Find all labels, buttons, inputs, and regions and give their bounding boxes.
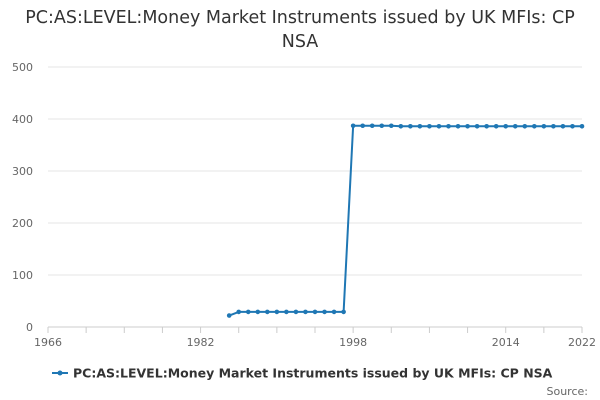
data-point xyxy=(398,123,404,129)
legend-marker[interactable] xyxy=(57,370,63,376)
y-tick-label: 500 xyxy=(12,61,33,74)
data-point xyxy=(388,123,394,129)
data-point xyxy=(226,313,232,318)
x-tick-label: 2022 xyxy=(568,336,596,349)
data-point xyxy=(503,123,509,129)
data-point xyxy=(484,123,489,129)
data-point xyxy=(265,309,270,315)
data-point xyxy=(560,123,566,129)
x-axis: 1966 1982 1998 2014 2022 xyxy=(34,326,596,349)
data-point xyxy=(455,123,461,129)
source-credit: Source: xyxy=(547,385,589,398)
data-point xyxy=(436,123,442,129)
data-point xyxy=(322,309,327,315)
data-point xyxy=(379,123,385,129)
data-point xyxy=(522,123,528,129)
y-tick-label: 100 xyxy=(12,269,33,282)
y-tick-label: 400 xyxy=(12,113,33,126)
y-tick-label: 300 xyxy=(12,165,33,178)
data-point xyxy=(474,123,480,129)
data-point xyxy=(341,309,346,315)
x-tick-label: 1998 xyxy=(339,336,367,349)
data-point xyxy=(579,123,585,129)
data-point xyxy=(274,309,280,315)
data-point xyxy=(408,123,413,129)
x-tick-label: 1966 xyxy=(34,336,62,349)
series-line xyxy=(228,124,582,317)
data-point xyxy=(446,123,451,129)
y-axis-labels: 0 100 200 300 400 500 xyxy=(12,61,33,334)
data-point xyxy=(236,309,242,315)
data-point xyxy=(570,123,575,129)
chart-title: PC:AS:LEVEL:Money Market Instruments iss… xyxy=(25,8,575,52)
data-point xyxy=(541,123,547,129)
data-point xyxy=(551,123,556,129)
data-point xyxy=(493,123,499,129)
data-point xyxy=(417,123,423,129)
series-layer xyxy=(226,123,585,318)
data-point xyxy=(427,123,432,129)
data-point xyxy=(245,309,251,315)
data-point xyxy=(303,309,308,315)
data-point xyxy=(284,309,289,315)
data-point xyxy=(312,309,318,315)
x-tick-label: 2014 xyxy=(492,336,520,349)
grid-lines xyxy=(48,66,582,328)
legend[interactable]: PC:AS:LEVEL:Money Market Instruments iss… xyxy=(52,366,553,381)
data-point xyxy=(532,123,537,129)
y-tick-label: 200 xyxy=(12,217,33,230)
y-tick-label: 0 xyxy=(26,321,33,334)
data-point xyxy=(465,123,470,129)
data-point xyxy=(255,309,261,315)
x-tick-label: 1982 xyxy=(187,336,215,349)
data-point xyxy=(331,309,337,315)
data-point xyxy=(350,123,356,129)
data-point xyxy=(360,123,365,129)
data-point xyxy=(369,123,375,129)
data-point xyxy=(512,123,518,129)
data-point xyxy=(293,309,299,315)
legend-label[interactable]: PC:AS:LEVEL:Money Market Instruments iss… xyxy=(73,366,553,381)
